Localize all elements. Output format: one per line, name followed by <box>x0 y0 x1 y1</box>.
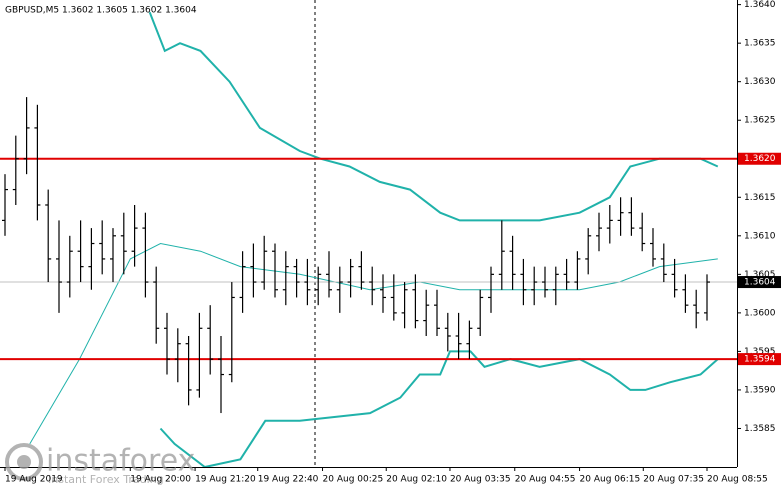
x-tick-label: 19 Aug 21:20 <box>195 475 256 485</box>
last-price-tag <box>738 276 781 289</box>
x-tick-label: 20 Aug 00:25 <box>323 475 384 485</box>
x-tick-label: 20 Aug 03:35 <box>450 475 511 485</box>
x-tick-label: 19 Aug 2019 <box>5 475 63 485</box>
band-lower <box>159 350 719 469</box>
watermark-tagline: Instant Forex Trading <box>48 473 164 486</box>
y-tick-label: 1.3595 <box>744 347 776 357</box>
y-tick-label: 1.3610 <box>744 231 776 241</box>
x-tick-label: 19 Aug 20:00 <box>130 475 191 485</box>
level-tag <box>738 353 781 366</box>
last-price-label: 1.3604 <box>744 278 776 288</box>
watermark: instaforex Instant Forex Trading <box>5 443 195 486</box>
x-tick-label: 20 Aug 04:55 <box>515 475 576 485</box>
chart-title: GBPUSD,M5 1.3602 1.3605 1.3602 1.3604 <box>5 6 197 16</box>
logo <box>17 455 31 469</box>
band-upper <box>148 11 719 222</box>
y-tick-label: 1.3625 <box>744 116 776 126</box>
level-label: 1.3620 <box>744 154 776 164</box>
x-tick-label: 20 Aug 08:55 <box>707 475 768 485</box>
y-tick-label: 1.3600 <box>744 308 776 318</box>
level-label: 1.3594 <box>744 355 776 365</box>
watermark-brand: instaforex <box>46 444 195 479</box>
y-tick-label: 1.3605 <box>744 270 776 280</box>
x-tick-label: 20 Aug 02:10 <box>386 475 447 485</box>
y-tick-label: 1.3585 <box>744 424 776 434</box>
x-tick-label: 20 Aug 06:15 <box>580 475 641 485</box>
y-tick-label: 1.3630 <box>744 77 776 87</box>
y-tick-label: 1.3635 <box>744 39 776 49</box>
plot <box>0 11 737 469</box>
logo <box>5 443 43 481</box>
x-tick-label: 20 Aug 07:35 <box>643 475 704 485</box>
y-tick-label: 1.3640 <box>744 0 776 10</box>
y-tick-label: 1.3590 <box>744 385 776 395</box>
x-tick-label: 19 Aug 22:40 <box>258 475 319 485</box>
y-tick-label: 1.3615 <box>744 193 776 203</box>
level-tag <box>738 152 781 165</box>
